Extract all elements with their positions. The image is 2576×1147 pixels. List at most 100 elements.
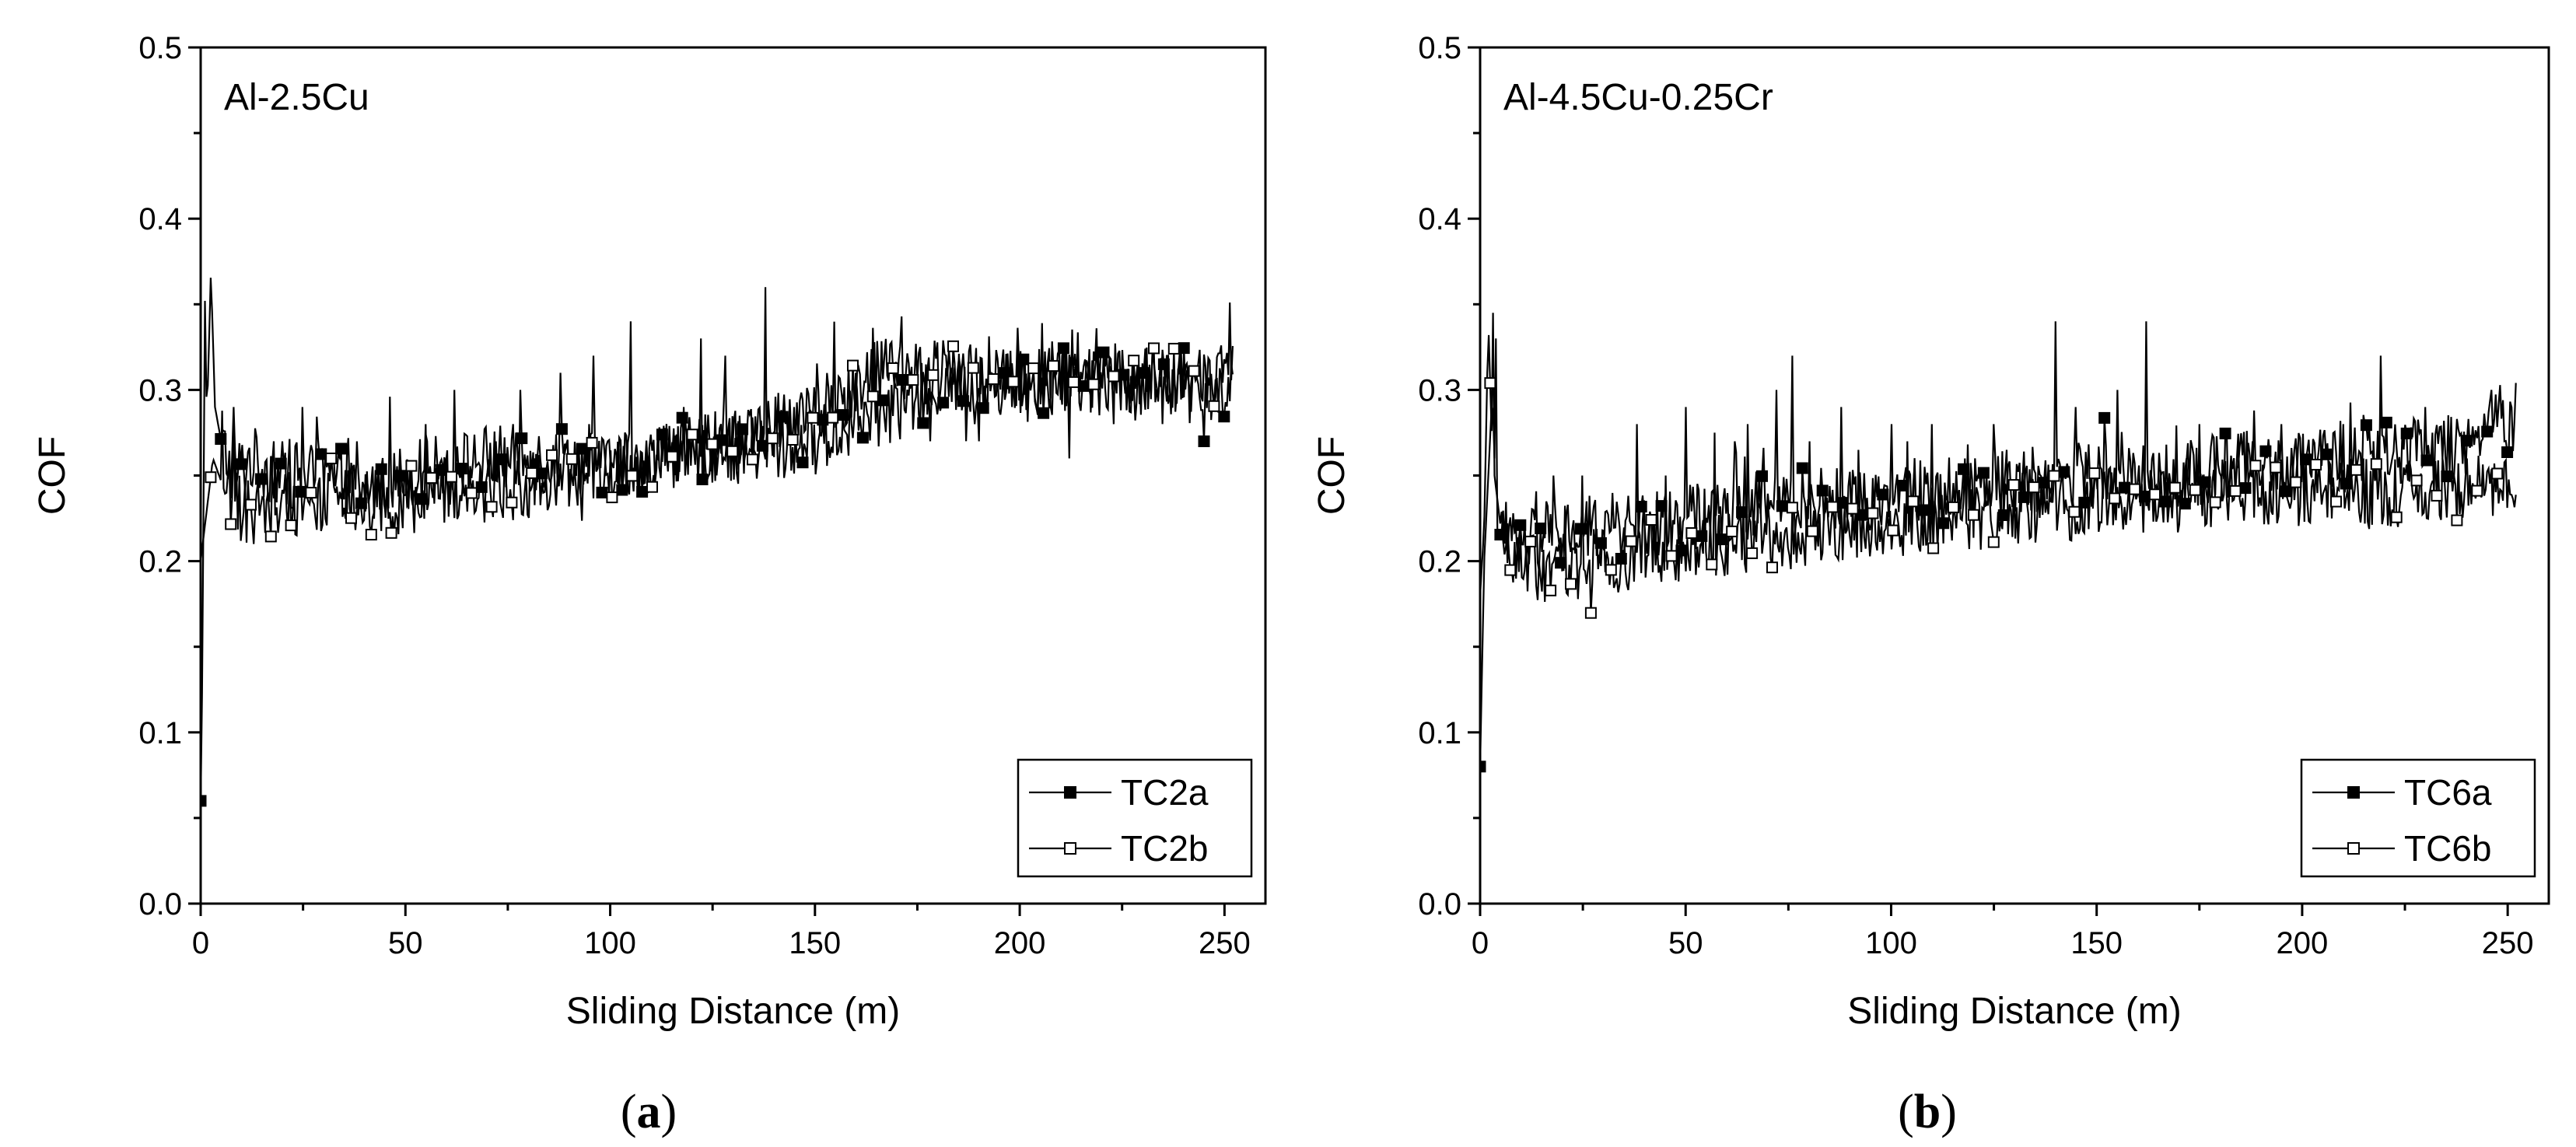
data-point-TC6b [2048, 470, 2060, 482]
data-point-TC2b [365, 529, 377, 540]
data-point-TC2a [1178, 342, 1190, 355]
data-point-TC6b [2229, 484, 2242, 497]
data-point-TC6b [1867, 507, 1879, 519]
data-point-TC2b [887, 362, 899, 374]
data-point-TC2a [1198, 435, 1210, 447]
data-point-TC2b [305, 487, 317, 499]
data-point-TC2b [907, 374, 919, 386]
data-point-TC6b [1665, 550, 1678, 562]
data-point-TC2b [847, 359, 859, 372]
data-point-TC2a [335, 442, 348, 455]
data-point-TC2a [315, 448, 327, 460]
x-tick-label: 0 [192, 926, 209, 960]
data-point-TC6a [2259, 445, 2272, 457]
data-point-TC2b [1148, 342, 1160, 355]
data-point-TC6b [2290, 476, 2302, 488]
data-point-TC2b [947, 340, 959, 352]
data-point-TC2a [201, 795, 207, 807]
data-point-TC2b [546, 449, 558, 461]
y-tick-label: 0.1 [138, 716, 182, 750]
data-point-TC2b [747, 453, 758, 466]
data-point-TC6b [2310, 459, 2322, 470]
data-point-TC6a [1776, 500, 1788, 512]
data-point-TC6b [1726, 525, 1738, 537]
x-tick-label: 150 [789, 926, 841, 960]
y-tick-label: 0.1 [1418, 716, 1461, 750]
legend-box [2300, 758, 2536, 878]
data-point-TC6b [1746, 547, 1759, 559]
panel-caption-b: (b) [1898, 1086, 1957, 1138]
x-tick-label: 200 [2277, 926, 2329, 960]
data-point-TC2b [626, 470, 639, 482]
data-point-TC6b [1605, 564, 1617, 576]
data-point-TC2b [565, 453, 578, 465]
data-point-TC6a [1796, 462, 1808, 474]
data-point-TC6b [1625, 535, 1637, 547]
data-point-TC2b [586, 436, 598, 449]
data-point-TC2a [516, 432, 528, 445]
data-point-TC6b [2471, 484, 2483, 497]
data-point-TC2b [425, 472, 438, 484]
data-point-TC6a [2360, 419, 2372, 432]
data-point-TC2b [205, 471, 217, 484]
data-point-TC6b [1565, 578, 1577, 590]
data-point-TC6b [2350, 463, 2362, 476]
x-axis-label: Sliding Distance (m) [566, 991, 900, 1032]
data-point-TC2a [796, 456, 809, 469]
x-tick-label: 50 [1668, 926, 1703, 960]
data-point-TC6b [1948, 501, 1959, 513]
data-point-TC2b [405, 460, 418, 472]
data-point-TC6a [2038, 477, 2050, 489]
data-point-TC2a [555, 423, 568, 435]
data-point-TC6b [1685, 527, 1698, 539]
series-line-TC6b [1480, 313, 2517, 614]
data-point-TC6a [2461, 435, 2473, 447]
data-point-TC6b [2370, 458, 2382, 470]
y-tick-label: 0.4 [1418, 202, 1461, 236]
data-point-TC6a [1917, 504, 1930, 516]
data-point-TC2b [264, 530, 277, 543]
data-point-TC2b [465, 487, 478, 499]
y-tick-label: 0.5 [1418, 31, 1461, 65]
data-point-TC6a [1877, 488, 1889, 501]
y-tick-label: 0.4 [138, 202, 182, 236]
data-point-TC2a [856, 432, 869, 444]
data-point-TC6b [1706, 558, 1718, 571]
series-TC6b [1480, 313, 2517, 619]
data-point-TC2a [254, 473, 267, 485]
data-point-TC6a [2501, 446, 2514, 458]
data-point-TC2a [576, 442, 588, 455]
data-point-TC6a [2400, 427, 2413, 439]
data-point-TC6a [2420, 454, 2433, 467]
data-point-TC6b [2109, 492, 2121, 505]
data-point-TC6b [1545, 584, 1557, 596]
data-point-TC6b [1584, 607, 1597, 619]
panel-caption-a: (a) [621, 1086, 677, 1138]
data-point-TC6b [1766, 561, 1778, 574]
data-point-TC2b [1027, 362, 1040, 375]
y-tick-label: 0.0 [1418, 887, 1461, 921]
data-point-TC6b [2330, 495, 2342, 508]
data-point-TC6b [1927, 542, 1940, 554]
legend-label-TC6a: TC6a [2404, 772, 2492, 813]
data-point-TC6b [2088, 467, 2101, 480]
y-axis-label: COF [32, 436, 73, 515]
data-point-TC2b [766, 432, 779, 445]
data-point-TC6b [1484, 377, 1496, 390]
y-tick-label: 0.3 [1418, 373, 1461, 407]
data-point-TC6a [1816, 484, 1829, 497]
data-point-TC2b [827, 411, 839, 424]
data-point-TC6b [2270, 461, 2282, 474]
data-point-TC2a [436, 463, 448, 476]
data-point-TC2b [1188, 365, 1200, 377]
y-tick-label: 0.0 [138, 887, 182, 921]
data-point-TC2b [1128, 355, 1140, 367]
x-tick-label: 50 [388, 926, 423, 960]
data-point-TC2a [696, 474, 709, 485]
legend-marker-TC2a [1064, 786, 1076, 799]
data-point-TC6a [2058, 466, 2070, 478]
data-point-TC2a [917, 417, 929, 429]
data-point-TC2b [1087, 378, 1100, 390]
legend-box [1017, 758, 1253, 878]
